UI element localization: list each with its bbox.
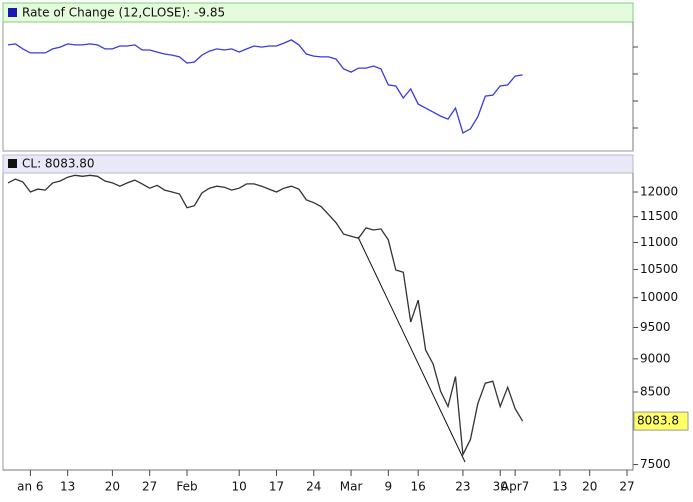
price-header: [2, 154, 634, 174]
x-tick-label: Mar: [340, 480, 363, 494]
x-tick-label: Feb: [176, 480, 197, 494]
price-icon: [8, 159, 17, 168]
series-line: [7, 174, 524, 457]
roc-panel: [2, 2, 634, 152]
x-tick-label: 24: [306, 480, 321, 494]
y-tick-label: 10000: [640, 290, 678, 304]
x-tick-label: an 6: [17, 480, 43, 494]
y-tick-label: 9500: [640, 320, 671, 334]
last-value-label: 8083.8: [637, 414, 679, 428]
x-tick-label: 16: [411, 480, 426, 494]
trend-line: [357, 236, 466, 463]
series-line: [7, 39, 523, 134]
roc-header: [2, 2, 634, 23]
x-tick-label: 13: [552, 480, 567, 494]
last-value-box: [633, 411, 689, 431]
y-tick-label: 9000: [640, 351, 671, 365]
y-tick-label: 8500: [640, 384, 671, 398]
roc-icon: [8, 8, 17, 17]
x-tick-label: 27: [142, 480, 157, 494]
x-tick-label: 17: [269, 480, 284, 494]
x-tick-label: Apr7: [501, 480, 529, 494]
price-title: CL: 8083.80: [22, 157, 95, 171]
x-tick-label: 9: [385, 480, 393, 494]
x-tick-label: 20: [582, 480, 597, 494]
x-tick-label: 10: [232, 480, 247, 494]
y-tick-label: 12000: [640, 185, 678, 199]
x-tick-label: 27: [619, 480, 634, 494]
y-tick-label: 10500: [640, 262, 678, 276]
x-tick-label: 30: [493, 480, 508, 494]
y-tick-label: 7500: [640, 457, 671, 471]
x-tick-label: 20: [105, 480, 120, 494]
y-tick-label: 11500: [640, 209, 678, 223]
roc-title: Rate of Change (12,CLOSE): -9.85: [22, 6, 225, 20]
price-panel: [2, 154, 634, 471]
x-tick-label: 23: [455, 480, 470, 494]
x-tick-label: 13: [60, 480, 75, 494]
y-tick-label: 11000: [640, 235, 678, 249]
